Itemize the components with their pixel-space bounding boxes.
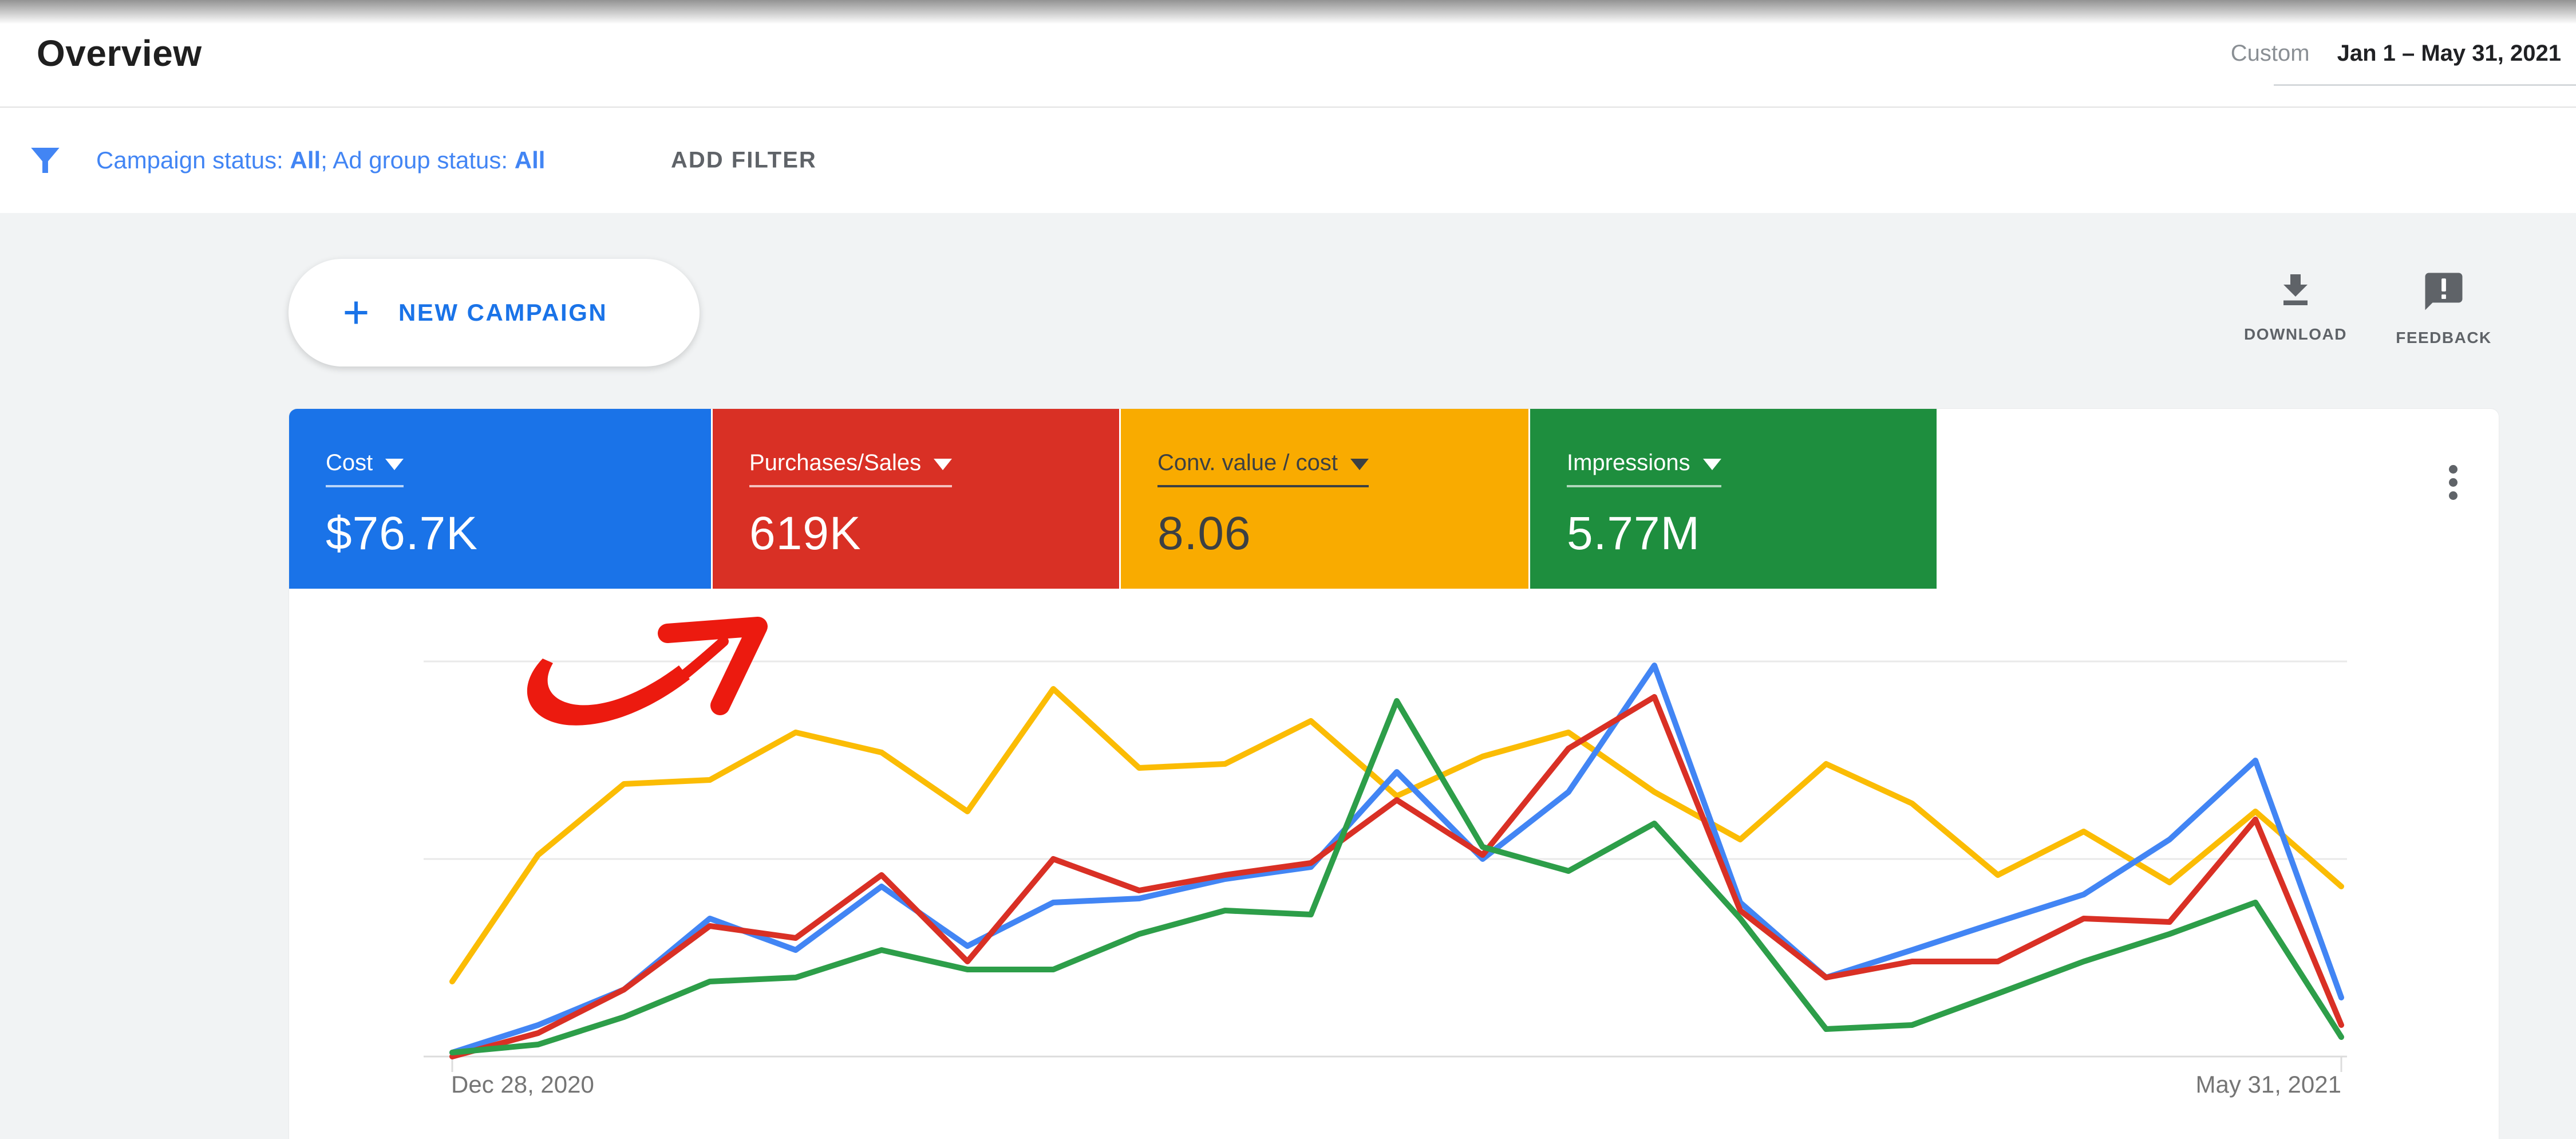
metric-dropdown-impressions[interactable]: Impressions bbox=[1567, 450, 1721, 487]
filter-bar: Campaign status: All; Ad group status: A… bbox=[0, 108, 2576, 213]
feedback-label: FEEDBACK bbox=[2396, 329, 2492, 346]
scorecard-impressions: Impressions 5.77M bbox=[1530, 409, 1937, 589]
metric-value-purchases-sales: 619K bbox=[749, 507, 862, 559]
campaign-status-prefix: Campaign status: bbox=[96, 147, 290, 174]
x-axis-label-end: May 31, 2021 bbox=[2195, 1071, 2341, 1098]
funnel-icon bbox=[31, 148, 60, 173]
caret-down-icon bbox=[1702, 459, 1721, 470]
x-axis-label-start: Dec 28, 2020 bbox=[451, 1071, 594, 1098]
speech-bubble-exclamation-icon bbox=[2425, 273, 2463, 310]
download-button[interactable]: DOWNLOAD bbox=[2234, 269, 2357, 344]
scorecard-cost: Cost $76.7K bbox=[289, 409, 711, 589]
add-filter-button[interactable]: ADD FILTER bbox=[671, 147, 817, 173]
campaign-status-value: All bbox=[290, 147, 321, 174]
scorecard-conv-value-cost: Conv. value / cost 8.06 bbox=[1121, 409, 1528, 589]
date-range-value[interactable]: Jan 1 – May 31, 2021 bbox=[2337, 40, 2561, 66]
metric-dropdown-conv-value-cost[interactable]: Conv. value / cost bbox=[1157, 450, 1369, 487]
caret-down-icon bbox=[934, 459, 953, 470]
page-title: Overview bbox=[37, 33, 202, 74]
scorecard-row: Cost $76.7K Purchases/Sales 619K Conv. v… bbox=[289, 409, 2499, 589]
overview-panel: Cost $76.7K Purchases/Sales 619K Conv. v… bbox=[289, 409, 2499, 1139]
adgroup-status-value: All bbox=[514, 147, 546, 174]
metric-value-impressions: 5.77M bbox=[1567, 507, 1700, 559]
date-range-picker[interactable]: Custom Jan 1 – May 31, 2021 bbox=[2231, 0, 2561, 107]
plus-icon bbox=[345, 301, 368, 324]
new-campaign-label: NEW CAMPAIGN bbox=[398, 299, 608, 326]
feedback-button[interactable]: FEEDBACK bbox=[2380, 269, 2507, 347]
metric-value-cost: $76.7K bbox=[326, 507, 478, 559]
adgroup-status-prefix: ; Ad group status: bbox=[321, 147, 515, 174]
date-range-type[interactable]: Custom bbox=[2230, 40, 2310, 66]
scorecard-purchases-sales: Purchases/Sales 619K bbox=[713, 409, 1119, 589]
new-campaign-button[interactable]: NEW CAMPAIGN bbox=[289, 259, 700, 366]
download-arrow-icon bbox=[2283, 274, 2308, 305]
date-range-underline bbox=[2274, 84, 2576, 86]
status-filter-chip[interactable]: Campaign status: All; Ad group status: A… bbox=[96, 147, 545, 174]
page-header: Overview Custom Jan 1 – May 31, 2021 bbox=[0, 0, 2576, 108]
caret-down-icon bbox=[385, 459, 404, 470]
metric-dropdown-purchases-sales[interactable]: Purchases/Sales bbox=[749, 450, 953, 487]
download-label: DOWNLOAD bbox=[2244, 325, 2347, 343]
kebab-menu-icon[interactable] bbox=[2440, 465, 2466, 500]
caret-down-icon bbox=[1350, 459, 1369, 470]
metric-dropdown-cost[interactable]: Cost bbox=[326, 450, 404, 487]
metric-value-conv-value-cost: 8.06 bbox=[1157, 507, 1251, 559]
